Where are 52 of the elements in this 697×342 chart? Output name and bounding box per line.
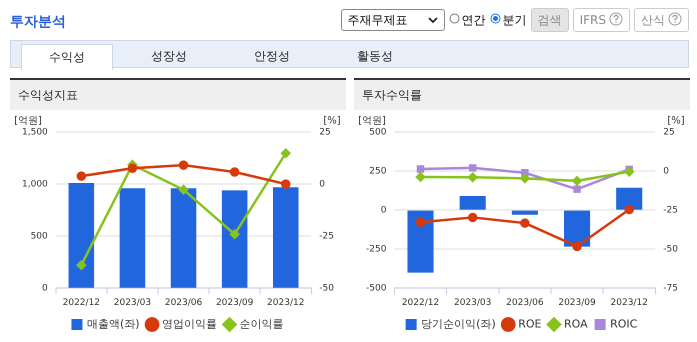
y-axis-title: [억원] xyxy=(14,116,42,127)
y-tick-label: -250 xyxy=(366,244,387,254)
x-tick-label: 2022/12 xyxy=(62,298,100,308)
y2-tick-label: -50 xyxy=(319,284,334,294)
text: IFRS xyxy=(580,13,606,27)
y2-tick-label: -25 xyxy=(319,231,334,242)
x-tick-label: 2022/12 xyxy=(402,298,440,308)
y-tick-label: 1,500 xyxy=(22,127,48,138)
legend-label: 순이익률 xyxy=(240,317,284,330)
text: 투자분석 xyxy=(10,13,66,31)
legend-label: 매출액(좌) xyxy=(86,317,140,330)
text: 분기 xyxy=(502,12,527,28)
y2-axis-title: [%] xyxy=(667,116,685,127)
y2-tick-label: -75 xyxy=(663,284,678,294)
x-tick-label: 2023/09 xyxy=(558,298,596,308)
text: 산식 xyxy=(641,12,665,28)
y2-tick-label: -50 xyxy=(663,244,678,254)
y-tick-label: 500 xyxy=(30,231,48,242)
text: 주재무제표 xyxy=(348,12,408,28)
y2-tick-label: -25 xyxy=(663,205,678,216)
legend-label: 당기순이익(좌) xyxy=(421,317,496,330)
x-tick-label: 2023/12 xyxy=(267,298,304,308)
y-tick-label: 0 xyxy=(42,284,48,294)
x-tick-label: 2023/03 xyxy=(454,298,492,308)
y2-axis-title: [%] xyxy=(323,116,341,127)
text: 연간 xyxy=(462,12,486,28)
text: 성장성 xyxy=(150,48,188,65)
x-tick-label: 2023/12 xyxy=(610,298,648,308)
legend-label: 영업이익률 xyxy=(162,317,218,330)
x-tick-label: 2023/06 xyxy=(506,298,544,308)
x-tick-label: 2023/09 xyxy=(216,298,254,308)
text: 수익성 xyxy=(21,44,113,70)
y2-tick-label: 0 xyxy=(663,166,670,176)
text: 안정성 xyxy=(253,48,291,65)
chart-title: 수익성지표 xyxy=(10,80,346,110)
text: 검색 xyxy=(530,8,569,32)
y-tick-label: 0 xyxy=(380,205,387,216)
text: 활동성 xyxy=(356,48,394,65)
x-tick-label: 2023/06 xyxy=(164,298,202,308)
chart-title: 투자수익률 xyxy=(354,80,690,110)
legend-label: ROE xyxy=(518,317,542,330)
y-tick-label: 500 xyxy=(369,127,387,138)
y-axis-title: [억원] xyxy=(358,116,386,127)
y2-tick-label: 25 xyxy=(663,127,675,138)
x-tick-label: 2023/03 xyxy=(114,298,152,308)
legend-label: ROIC xyxy=(610,317,638,330)
y-tick-label: 250 xyxy=(369,166,387,176)
legend-label: ROA xyxy=(564,317,588,330)
y2-tick-label: 25 xyxy=(319,127,331,138)
y2-tick-label: 0 xyxy=(319,179,326,190)
y-tick-label: -500 xyxy=(366,284,387,294)
y-tick-label: 1,000 xyxy=(22,179,48,190)
